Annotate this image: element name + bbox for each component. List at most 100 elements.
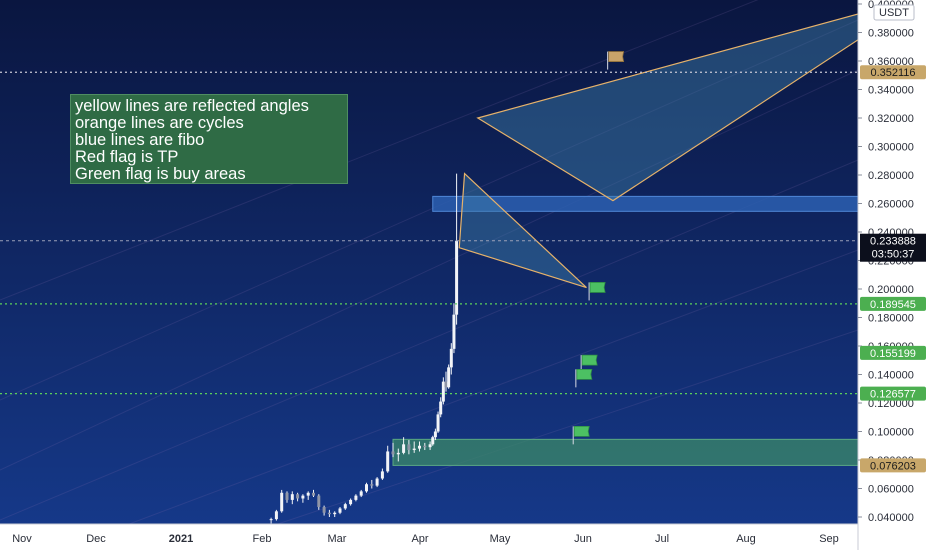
price-tag: [860, 65, 926, 80]
candle-body: [412, 448, 416, 451]
currency-badge: [873, 4, 915, 21]
candle-body: [306, 492, 310, 496]
candle-body: [436, 414, 440, 432]
tan-flag: [608, 51, 625, 62]
x-axis-panel: [0, 524, 858, 550]
price-tag-label: 0.076203: [870, 460, 916, 472]
buy-zone: [392, 438, 859, 466]
y-tick-label: 0.180000: [868, 313, 914, 325]
candle-body: [449, 348, 453, 368]
candle-body: [317, 495, 321, 508]
y-tick-label: 0.040000: [868, 512, 914, 524]
price-tag-label: 0.155199: [870, 348, 916, 360]
y-tick-label: 0.280000: [868, 170, 914, 182]
x-tick-label: Feb: [253, 533, 272, 545]
candle-body: [349, 499, 353, 505]
flags: [572, 51, 625, 445]
y-tick-label: 0.200000: [868, 284, 914, 296]
price-tag: [860, 345, 926, 360]
currency-label: USDT: [879, 7, 909, 19]
candle-body: [269, 519, 273, 521]
x-tick-label: Mar: [328, 533, 347, 545]
price-tag: [860, 386, 926, 401]
current-price-tag: [860, 233, 926, 262]
note-line: yellow lines are reflected angles: [75, 97, 309, 115]
candle-body: [441, 381, 445, 402]
guide-line: [0, 19, 859, 401]
candles: [269, 173, 459, 524]
current-price-label: 0.233888: [870, 236, 916, 248]
y-tick-label: 0.100000: [868, 427, 914, 439]
note-line: blue lines are fibo: [75, 131, 205, 149]
candle-body: [431, 437, 435, 445]
green-flag: [573, 425, 590, 437]
y-tick-label: 0.340000: [868, 85, 914, 97]
x-tick-label: Jul: [655, 533, 669, 545]
x-tick-label: Nov: [12, 533, 32, 545]
guide-line: [59, 249, 859, 550]
candle-body: [322, 507, 326, 513]
candle-body: [386, 451, 390, 472]
price-tag-label: 0.126577: [870, 389, 916, 401]
y-tick-label: 0.140000: [868, 370, 914, 382]
candle-body: [396, 452, 400, 455]
green-flag: [589, 282, 606, 293]
note-line: Red flag is TP: [75, 148, 179, 166]
x-tick-label: Aug: [736, 533, 756, 545]
candle-body: [285, 492, 289, 500]
y-tick-label: 0.320000: [868, 113, 914, 125]
candle-body: [365, 484, 368, 492]
triangles: [458, 0, 920, 289]
candle-body: [455, 240, 459, 315]
candle-body: [301, 495, 305, 499]
y-axis-panel: [858, 0, 932, 550]
level-lines: 0.352116 0.189545 0.155199 0.126577 0.076203…: [0, 65, 926, 473]
y-tick-label: 0.060000: [868, 484, 914, 496]
candle-body: [312, 492, 315, 496]
y-tick-label: 0.120000: [868, 398, 914, 410]
x-tick-label: Sep: [819, 533, 839, 545]
y-tick-label: 0.380000: [868, 28, 914, 40]
candle-body: [407, 444, 411, 451]
triangle-shape: [476, 0, 920, 202]
candle-body: [280, 492, 284, 512]
candle-body: [380, 471, 384, 479]
candle-body: [452, 314, 456, 349]
price-tag-label: 0.352116: [870, 67, 915, 79]
guide-line: [0, 0, 759, 301]
note-line: Green flag is buy areas: [75, 165, 246, 183]
candle-body: [423, 445, 427, 448]
y-tick-label: 0.260000: [868, 199, 914, 211]
x-tick-label: May: [490, 533, 511, 545]
green-flag: [581, 354, 598, 366]
price-tag-label: 0.189545: [870, 299, 916, 311]
candle-body: [418, 445, 421, 449]
candle-body: [433, 431, 437, 438]
candle-body: [359, 491, 363, 496]
candle-body: [333, 512, 337, 515]
candle-body: [370, 484, 374, 486]
y-tick-label: 0.360000: [868, 56, 914, 68]
candle-body: [375, 478, 379, 486]
candle-body: [274, 511, 278, 520]
x-tick-label: Apr: [411, 533, 428, 545]
x-tick-label: Jun: [574, 533, 592, 545]
candle-body: [439, 401, 443, 415]
green-flag: [576, 368, 593, 380]
candle-body: [290, 494, 294, 500]
x-tick-label: 2021: [169, 533, 193, 545]
candle-body: [444, 381, 448, 388]
candle-body: [338, 508, 342, 513]
candle-body: [354, 495, 358, 500]
guide-line: [0, 159, 859, 521]
price-tag: [860, 296, 926, 311]
candle-body: [402, 444, 406, 453]
candle-body: [343, 504, 347, 509]
y-tick-label: 0.300000: [868, 142, 914, 154]
annotation-note: yellow lines are reflected angles orange…: [70, 94, 348, 184]
candle-body: [428, 444, 432, 448]
candle-body: [447, 367, 451, 388]
candle-body: [296, 494, 300, 499]
